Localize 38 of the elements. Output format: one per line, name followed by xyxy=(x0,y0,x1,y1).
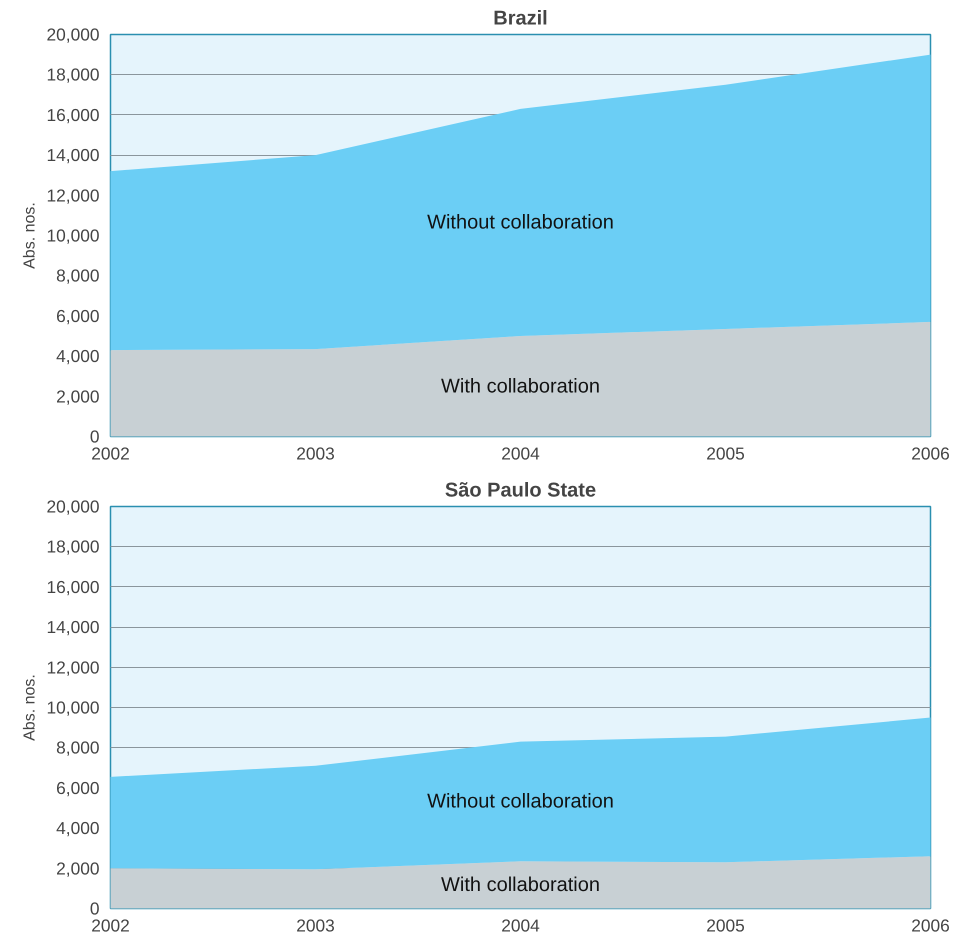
y-tick-label: 8,000 xyxy=(56,738,100,758)
chart-title: São Paulo State xyxy=(444,480,596,502)
y-tick-label: 16,000 xyxy=(46,576,100,597)
x-tick-label: 2003 xyxy=(296,444,335,464)
x-tick-label: 2002 xyxy=(91,444,130,464)
y-tick-label: 2,000 xyxy=(56,858,100,878)
x-tick-label: 2005 xyxy=(706,916,745,936)
y-tick-label: 14,000 xyxy=(46,145,100,166)
y-tick-label: 18,000 xyxy=(46,536,100,557)
series-label: Without collaboration xyxy=(427,790,614,812)
x-tick-label: 2002 xyxy=(91,916,130,936)
x-tick-label: 2006 xyxy=(911,444,950,464)
y-tick-label: 0 xyxy=(90,898,100,918)
y-tick-label: 10,000 xyxy=(46,226,100,246)
y-tick-label: 4,000 xyxy=(56,346,100,366)
x-tick-label: 2005 xyxy=(706,444,745,464)
y-tick-label: 18,000 xyxy=(46,64,100,85)
y-tick-label: 20,000 xyxy=(46,496,100,516)
x-tick-label: 2006 xyxy=(911,916,950,936)
y-tick-label: 0 xyxy=(90,426,100,446)
y-tick-label: 12,000 xyxy=(46,185,100,206)
y-tick-label: 20,000 xyxy=(46,24,100,44)
x-tick-label: 2004 xyxy=(501,916,540,936)
y-tick-label: 2,000 xyxy=(56,386,100,406)
y-tick-label: 6,000 xyxy=(56,778,100,798)
y-tick-label: 14,000 xyxy=(46,617,100,638)
series-label: Without collaboration xyxy=(427,211,614,234)
y-tick-label: 6,000 xyxy=(56,306,100,326)
y-axis-title: Abs. nos. xyxy=(22,674,38,741)
chart-title: Brazil xyxy=(493,8,548,30)
x-tick-label: 2004 xyxy=(501,444,540,464)
y-tick-label: 8,000 xyxy=(56,266,100,286)
y-tick-label: 10,000 xyxy=(46,698,100,718)
y-tick-label: 4,000 xyxy=(56,818,100,838)
y-tick-label: 12,000 xyxy=(46,657,100,678)
y-axis-title: Abs. nos. xyxy=(22,202,38,269)
x-tick-label: 2003 xyxy=(296,916,335,936)
y-tick-label: 16,000 xyxy=(46,104,100,125)
